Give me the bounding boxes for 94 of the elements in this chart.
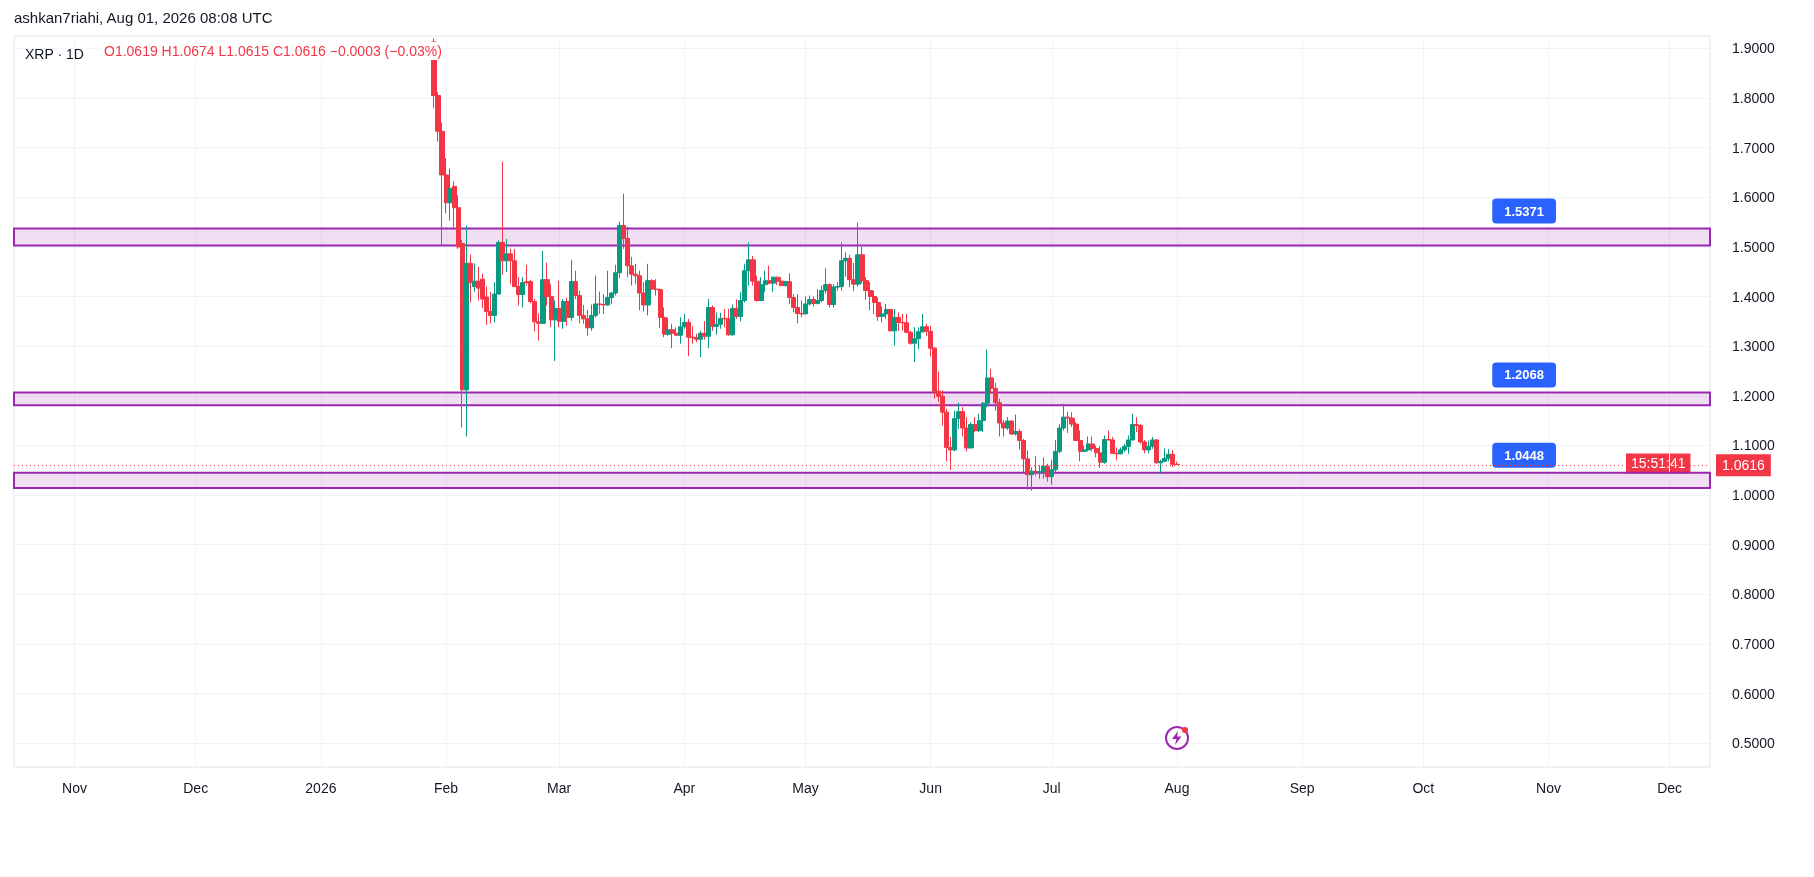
y-tick-label: 1.1000 bbox=[1732, 437, 1776, 454]
candlestick bbox=[500, 161, 505, 276]
candlestick bbox=[912, 326, 917, 363]
y-tick-label: 1.2000 bbox=[1732, 387, 1776, 404]
x-tick-label: Jul bbox=[1042, 780, 1061, 796]
band-label: 1.5371 bbox=[1504, 203, 1544, 219]
candlestick bbox=[734, 299, 739, 320]
candlestick bbox=[488, 291, 493, 324]
candlestick bbox=[670, 323, 675, 349]
candlestick bbox=[1166, 448, 1171, 462]
candlestick bbox=[448, 168, 453, 222]
candlestick bbox=[1146, 439, 1151, 454]
candlestick bbox=[1086, 435, 1091, 452]
candlestick bbox=[569, 259, 574, 322]
candlestick bbox=[702, 320, 707, 341]
candlestick bbox=[771, 276, 776, 293]
candlestick bbox=[561, 298, 566, 330]
x-tick-label: Jun bbox=[919, 780, 942, 796]
y-tick-label: 1.0000 bbox=[1732, 487, 1776, 504]
candlestick bbox=[847, 254, 852, 288]
y-tick-label: 0.5000 bbox=[1732, 735, 1776, 752]
text: ashkan7riahi, Aug 01, 2026 08:08 UTC bbox=[14, 9, 273, 26]
candlestick bbox=[730, 303, 735, 337]
x-tick-label: Feb bbox=[434, 780, 459, 796]
x-tick-label: May bbox=[792, 780, 819, 796]
y-tick-label: 1.7000 bbox=[1732, 139, 1776, 156]
candlestick bbox=[686, 318, 691, 357]
ref-line-label: 1.0616 bbox=[1722, 457, 1766, 474]
candlestick bbox=[585, 309, 590, 337]
candlestick bbox=[557, 280, 562, 328]
candlestick bbox=[1009, 419, 1014, 436]
y-tick-label: 0.6000 bbox=[1732, 685, 1776, 702]
candlestick bbox=[472, 262, 477, 293]
y-tick-label: 1.5000 bbox=[1732, 238, 1776, 255]
x-tick-label: Mar bbox=[547, 780, 572, 796]
x-tick-label: Dec bbox=[183, 780, 209, 796]
y-tick-label: 1.3000 bbox=[1732, 338, 1776, 355]
candlestick bbox=[767, 265, 772, 285]
candlestick bbox=[706, 298, 711, 349]
candlestick bbox=[973, 416, 978, 433]
candlestick bbox=[811, 296, 816, 307]
candlestick bbox=[553, 300, 558, 362]
candlestick bbox=[605, 270, 610, 306]
candlestick bbox=[839, 241, 844, 292]
candlestick bbox=[520, 276, 525, 308]
candlestick bbox=[504, 238, 509, 273]
candlestick bbox=[1005, 416, 1010, 431]
candlestick bbox=[900, 313, 905, 332]
candlestick bbox=[1041, 456, 1046, 480]
candlestick bbox=[1154, 438, 1159, 465]
y-tick-label: 0.9000 bbox=[1732, 536, 1776, 553]
y-tick-label: 0.8000 bbox=[1732, 586, 1776, 603]
x-tick-label: 2026 bbox=[305, 780, 337, 796]
candlestick bbox=[803, 296, 808, 315]
candlestick bbox=[892, 308, 897, 347]
candlestick bbox=[1029, 466, 1034, 492]
text: O1.0619 H1.0674 L1.0615 C1.0616 −0.0003 (−0.03%) bbox=[104, 43, 442, 59]
x-tick-label: Nov bbox=[62, 780, 88, 796]
candlestick bbox=[1102, 434, 1107, 465]
band-label: 1.0448 bbox=[1504, 447, 1544, 463]
x-tick-label: Aug bbox=[1164, 780, 1190, 796]
text: XRP · 1D bbox=[25, 46, 84, 62]
y-tick-label: 1.9000 bbox=[1732, 40, 1776, 57]
candlestick bbox=[468, 253, 473, 303]
y-tick-label: 1.4000 bbox=[1732, 288, 1776, 305]
candlestick bbox=[597, 291, 602, 315]
x-tick-label: Oct bbox=[1412, 780, 1435, 796]
band-label: 1.2068 bbox=[1504, 367, 1544, 383]
candlestick bbox=[884, 303, 889, 320]
candlestick bbox=[968, 421, 974, 449]
y-tick-label: 1.6000 bbox=[1732, 189, 1776, 206]
candlestick bbox=[880, 305, 885, 323]
candlestick bbox=[775, 276, 780, 286]
candlestick bbox=[698, 330, 703, 358]
y-tick-label: 1.8000 bbox=[1732, 90, 1776, 107]
candlestick bbox=[815, 288, 820, 305]
x-tick-label: Apr bbox=[673, 780, 696, 796]
y-tick-label: 0.7000 bbox=[1732, 635, 1776, 652]
candlestick bbox=[831, 283, 836, 308]
candlestick bbox=[1118, 446, 1123, 455]
candlestick bbox=[710, 304, 715, 332]
candlestick bbox=[1150, 436, 1155, 450]
candlestick bbox=[666, 317, 671, 337]
candlestick bbox=[896, 311, 901, 332]
x-tick-label: Nov bbox=[1536, 780, 1561, 796]
candlestick bbox=[464, 225, 469, 437]
x-tick-label: Sep bbox=[1289, 780, 1315, 796]
candlestick bbox=[1013, 414, 1018, 436]
x-tick-label: Dec bbox=[1657, 780, 1683, 796]
candlestick bbox=[795, 293, 800, 324]
candlestick bbox=[714, 311, 719, 336]
candlestick bbox=[601, 293, 606, 315]
candlestick bbox=[678, 316, 683, 345]
candlestick bbox=[508, 248, 513, 285]
